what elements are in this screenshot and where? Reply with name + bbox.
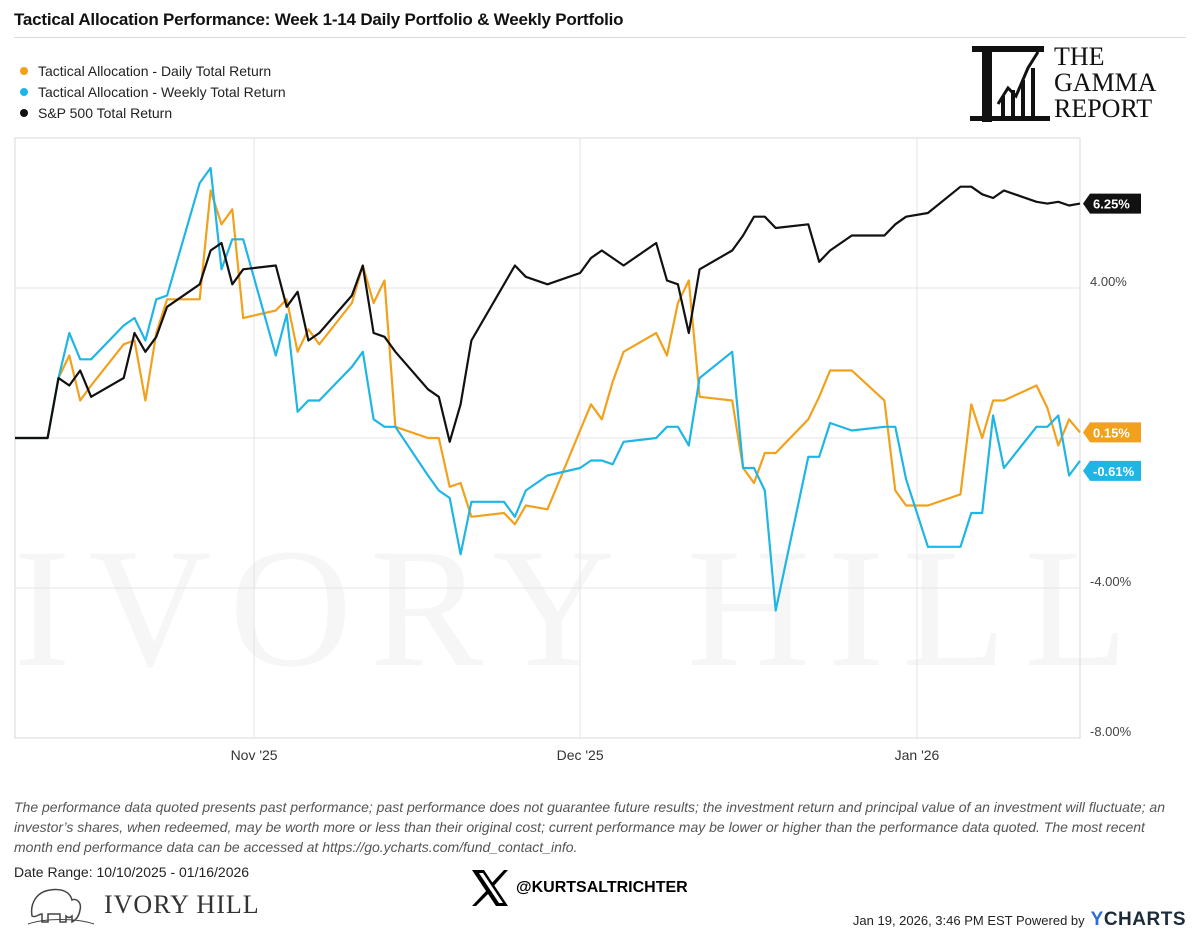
end-label-sp500: 6.25% bbox=[1083, 193, 1141, 214]
gamma-word-gamma: GAMMA bbox=[1054, 68, 1157, 97]
legend-item-daily[interactable]: Tactical Allocation - Daily Total Return bbox=[20, 60, 286, 81]
end-label-daily-text: 0.15% bbox=[1093, 425, 1130, 440]
grid bbox=[14, 137, 1081, 739]
legend-dot-weekly bbox=[20, 87, 28, 96]
x-handle-text: @KURTSALTRICHTER bbox=[516, 879, 688, 896]
legend-dot-sp500 bbox=[20, 108, 28, 117]
x-logo-icon bbox=[472, 870, 508, 906]
y-tick-label: -4.00% bbox=[1090, 574, 1132, 589]
ycharts-rest: CHARTS bbox=[1103, 909, 1186, 930]
legend-dot-daily bbox=[20, 66, 28, 75]
ivory-hill-logo: IVORY HILL bbox=[26, 882, 266, 926]
y-tick-label: -8.00% bbox=[1090, 724, 1132, 739]
gamma-chart-icon bbox=[970, 46, 1050, 122]
legend-item-sp500[interactable]: S&P 500 Total Return bbox=[20, 102, 286, 123]
series-line-sp500 bbox=[15, 185, 1081, 443]
powered-by-ycharts: Jan 19, 2026, 3:46 PM EST Powered by YCH… bbox=[853, 909, 1186, 931]
gamma-word-the: THE bbox=[1054, 42, 1105, 71]
elephant-icon bbox=[27, 888, 95, 925]
ivory-hill-wordmark: IVORY HILL bbox=[104, 890, 260, 919]
title-divider bbox=[14, 37, 1186, 38]
line-chart: IVORY HILL 4.00%-4.00%-8.00%Nov '25 Dec '… bbox=[14, 137, 1141, 763]
x-social-handle[interactable]: @KURTSALTRICHTER bbox=[468, 866, 688, 910]
timestamp-powered-by: Jan 19, 2026, 3:46 PM EST Powered by bbox=[852, 912, 1085, 928]
end-label-daily: 0.15% bbox=[1083, 422, 1141, 443]
chart-legend: Tactical Allocation - Daily Total Return… bbox=[20, 60, 286, 123]
date-range: Date Range: 10/10/2025 - 01/16/2026 bbox=[14, 864, 250, 880]
chart-area: IVORY HILL 4.00% -4.00% -8.00% Nov '25 Dec '… bbox=[0, 130, 1200, 780]
performance-disclaimer: The performance data quoted presents pas… bbox=[14, 799, 1165, 855]
end-label-weekly: -0.61% bbox=[1083, 460, 1141, 481]
series-line-weekly bbox=[15, 166, 1081, 612]
y-tick-label: 4.00% bbox=[1090, 274, 1127, 289]
gamma-word-report: REPORT bbox=[1054, 94, 1153, 123]
end-label-weekly-text: -0.61% bbox=[1093, 464, 1135, 479]
x-tick-label: Nov '25 bbox=[231, 747, 278, 763]
legend-item-weekly[interactable]: Tactical Allocation - Weekly Total Retur… bbox=[20, 81, 286, 102]
series-line-daily bbox=[15, 189, 1081, 526]
end-label-sp500-bg bbox=[1083, 193, 1141, 214]
ycharts-y: Y bbox=[1090, 909, 1104, 930]
chart-title: Tactical Allocation Performance: Week 1-… bbox=[14, 10, 624, 29]
ycharts-logo[interactable]: YCHARTS bbox=[1091, 909, 1186, 931]
series bbox=[15, 166, 1081, 612]
legend-label-sp500: S&P 500 Total Return bbox=[38, 104, 173, 121]
gamma-report-logo: THE GAMMA REPORT bbox=[968, 44, 1168, 126]
legend-label-weekly: Tactical Allocation - Weekly Total Retur… bbox=[38, 83, 286, 100]
gamma-report-wordmark: THE GAMMA REPORT bbox=[1054, 44, 1157, 122]
end-labels: 6.25% 0.15% -0.61% bbox=[1083, 193, 1141, 481]
legend-label-daily: Tactical Allocation - Daily Total Return bbox=[38, 62, 272, 79]
end-label-sp500-text: 6.25% bbox=[1093, 197, 1130, 212]
end-label-weekly-bg bbox=[1083, 460, 1141, 481]
x-tick-label: Dec '25 bbox=[557, 747, 604, 763]
x-tick-label: Jan '26 bbox=[895, 747, 940, 763]
end-label-daily-bg bbox=[1083, 422, 1141, 443]
axes: 4.00% -4.00% -8.00% Nov '25 Dec '25 Jan '26 bbox=[231, 274, 1132, 763]
